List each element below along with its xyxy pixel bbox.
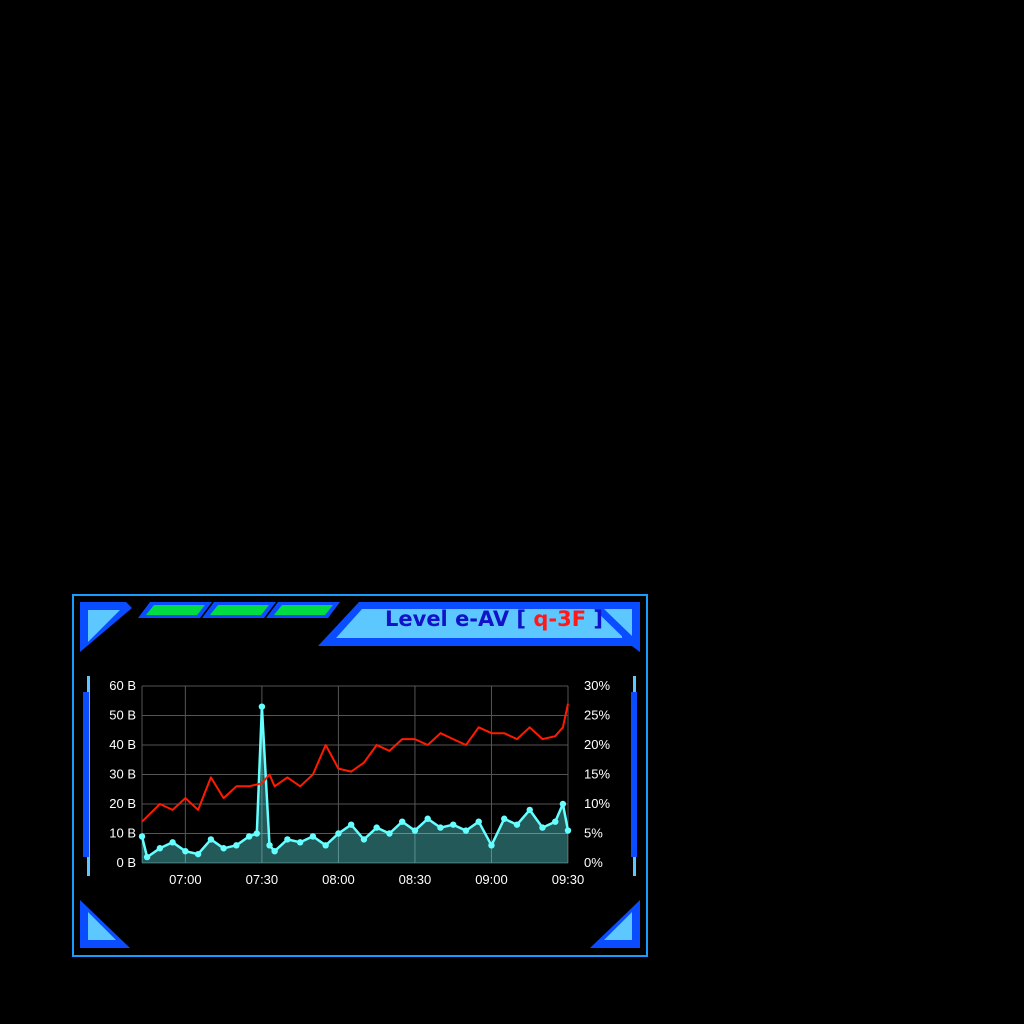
y-tick-label-left: 30 B xyxy=(109,767,136,782)
x-tick-label: 09:30 xyxy=(552,872,585,887)
x-tick-label: 09:00 xyxy=(475,872,508,887)
data-point xyxy=(501,815,508,822)
y-tick-label-left: 20 B xyxy=(109,796,136,811)
data-point xyxy=(450,821,457,828)
title-banner-notch-inner xyxy=(604,609,632,636)
data-point xyxy=(220,845,227,852)
data-point xyxy=(347,821,355,828)
data-point xyxy=(296,839,304,846)
data-point xyxy=(462,827,470,834)
panel-title: Level e-AV [ q-3F ] xyxy=(374,604,614,634)
data-point xyxy=(182,848,189,855)
data-point xyxy=(253,830,260,837)
data-point xyxy=(424,815,431,822)
y-tick-label-right: 15% xyxy=(584,767,610,782)
y-tick-label-right: 10% xyxy=(584,796,610,811)
data-point xyxy=(335,830,342,837)
x-tick-label: 08:30 xyxy=(399,872,432,887)
y-tick-label-right: 25% xyxy=(584,708,610,723)
data-point xyxy=(411,827,419,834)
side-bar-right-accent xyxy=(631,692,637,857)
data-point xyxy=(143,853,151,861)
data-point xyxy=(488,842,495,849)
y-tick-label-right: 30% xyxy=(584,678,610,693)
y-tick-label-left: 40 B xyxy=(109,737,136,752)
data-point xyxy=(475,818,482,825)
panel-frame xyxy=(80,602,640,948)
status-indicators xyxy=(138,602,340,618)
corner-bracket-top-left-inner xyxy=(88,610,120,642)
data-point xyxy=(398,818,406,825)
status-indicator-fill xyxy=(274,605,333,615)
data-point xyxy=(258,703,266,710)
data-point xyxy=(266,842,273,849)
data-point xyxy=(539,824,546,831)
y-tick-label-left: 50 B xyxy=(109,708,136,723)
data-point xyxy=(194,850,202,858)
data-point xyxy=(309,833,317,840)
status-indicator-fill xyxy=(210,605,269,615)
y-tick-label-left: 10 B xyxy=(109,826,136,841)
chart-panel: Level e-AV [ q-3F ] 0 B 10 B 20 B 30 B 40 B 5… xyxy=(72,594,648,957)
x-tick-label: 07:30 xyxy=(246,872,279,887)
data-point xyxy=(322,842,329,849)
data-point xyxy=(386,830,393,837)
y-tick-label-left: 60 B xyxy=(109,678,136,693)
data-point xyxy=(437,824,444,831)
data-point xyxy=(373,824,380,831)
data-point xyxy=(360,836,368,843)
title-prefix: Level e-AV xyxy=(385,607,510,631)
data-point xyxy=(245,833,253,840)
data-point xyxy=(559,800,567,808)
data-point xyxy=(513,821,521,828)
data-point xyxy=(284,836,291,843)
data-point xyxy=(271,848,278,855)
data-point xyxy=(138,833,146,840)
corner-bracket-bottom-left-inner xyxy=(88,912,116,940)
data-point xyxy=(156,845,164,852)
y-tick-label-right: 0% xyxy=(584,855,603,870)
title-bracket-open: [ xyxy=(516,607,527,631)
series-line xyxy=(141,703,569,823)
series-area xyxy=(142,706,568,863)
title-bracket-close: ] xyxy=(593,607,603,631)
data-point xyxy=(526,806,533,814)
data-point xyxy=(169,839,176,846)
data-point xyxy=(233,842,240,849)
data-point xyxy=(207,836,215,843)
y-tick-label-right: 5% xyxy=(584,826,603,841)
status-indicator-fill xyxy=(146,605,205,615)
side-bar-left-accent xyxy=(83,692,89,857)
x-tick-label: 07:00 xyxy=(169,872,202,887)
data-point xyxy=(564,827,572,834)
line-chart: 0 B 10 B 20 B 30 B 40 B 50 B 60 B 0% 5% 10% 15% 20%… xyxy=(109,678,610,887)
x-tick-label: 08:00 xyxy=(322,872,355,887)
corner-bracket-bottom-right-inner xyxy=(604,912,632,940)
title-banner-inner xyxy=(336,609,622,638)
y-tick-label-right: 20% xyxy=(584,737,610,752)
title-code: q-3F xyxy=(533,607,587,631)
y-tick-label-left: 0 B xyxy=(116,855,136,870)
data-point xyxy=(552,818,559,825)
